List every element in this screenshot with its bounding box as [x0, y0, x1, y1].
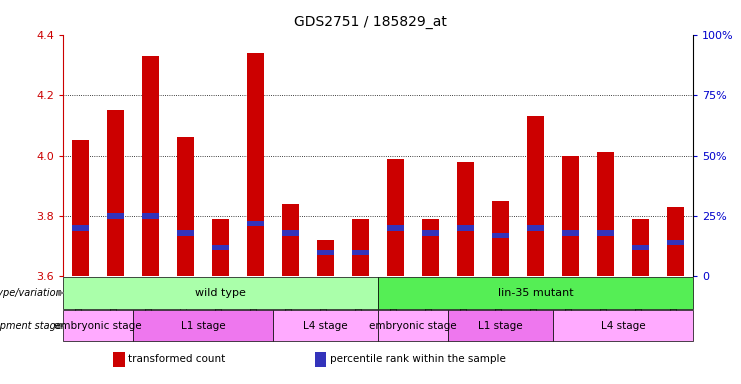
Bar: [315, 353, 326, 367]
Bar: [448, 310, 553, 341]
Bar: [667, 207, 684, 276]
Text: percentile rank within the sample: percentile rank within the sample: [330, 354, 506, 364]
Bar: [107, 110, 124, 276]
Bar: [142, 214, 159, 218]
Bar: [527, 225, 544, 231]
Bar: [107, 214, 124, 218]
Bar: [456, 162, 474, 276]
Bar: [72, 225, 89, 231]
Text: L1 stage: L1 stage: [478, 321, 522, 331]
Text: GDS2751 / 185829_at: GDS2751 / 185829_at: [294, 15, 447, 29]
Text: embryonic stage: embryonic stage: [54, 321, 142, 331]
Text: transformed count: transformed count: [128, 354, 226, 364]
Text: L4 stage: L4 stage: [600, 321, 645, 331]
Text: L1 stage: L1 stage: [181, 321, 225, 331]
Bar: [667, 240, 684, 245]
Bar: [316, 240, 334, 276]
Bar: [142, 56, 159, 276]
Bar: [63, 277, 378, 309]
Bar: [316, 250, 334, 255]
Text: embryonic stage: embryonic stage: [369, 321, 456, 331]
Bar: [422, 230, 439, 236]
Bar: [597, 152, 614, 276]
Bar: [378, 310, 448, 341]
Bar: [352, 250, 369, 255]
Text: lin-35 mutant: lin-35 mutant: [497, 288, 574, 298]
Bar: [378, 277, 693, 309]
Bar: [422, 219, 439, 276]
Bar: [597, 230, 614, 236]
Bar: [527, 116, 544, 276]
Bar: [273, 310, 378, 341]
Text: wild type: wild type: [195, 288, 246, 298]
Bar: [212, 219, 229, 276]
Bar: [553, 310, 693, 341]
Bar: [176, 137, 194, 276]
Bar: [562, 156, 579, 276]
Bar: [282, 230, 299, 236]
Text: genotype/variation: genotype/variation: [0, 288, 62, 298]
Bar: [387, 225, 404, 231]
Text: L4 stage: L4 stage: [303, 321, 348, 331]
Bar: [631, 245, 649, 250]
Bar: [212, 245, 229, 250]
Bar: [352, 219, 369, 276]
Bar: [282, 204, 299, 276]
Bar: [562, 230, 579, 236]
Bar: [491, 233, 509, 238]
Bar: [63, 310, 133, 341]
Bar: [631, 219, 649, 276]
Bar: [133, 310, 273, 341]
Bar: [72, 141, 89, 276]
Bar: [176, 230, 194, 236]
Bar: [247, 53, 265, 276]
Text: development stage: development stage: [0, 321, 62, 331]
Bar: [113, 353, 124, 367]
Bar: [247, 220, 265, 226]
Bar: [491, 201, 509, 276]
Bar: [387, 159, 404, 276]
Bar: [456, 225, 474, 231]
